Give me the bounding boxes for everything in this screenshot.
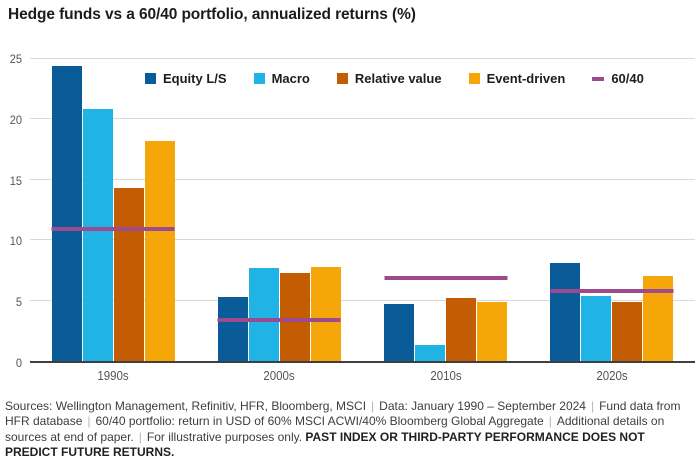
legend-swatch-icon-event-driven	[468, 73, 480, 84]
plot-area: Equity L/S Macro Relative value Event-drive…	[30, 58, 695, 363]
bar-relative-value-2000s	[279, 272, 310, 361]
legend-item-relative-value: Relative value	[336, 71, 442, 86]
bar-macro-2020s	[581, 295, 612, 361]
bar-relative-value-2010s	[446, 298, 477, 361]
footer-segment: Data: January 1990 – September 2024	[379, 399, 586, 413]
legend-item-60-40: 60/40	[592, 71, 644, 86]
footer-segment: For illustrative purposes only.	[146, 429, 306, 444]
legend: Equity L/S Macro Relative value Event-drive…	[145, 71, 644, 86]
legend-dash-icon-60-40	[592, 76, 605, 81]
legend-label-event-driven: Event-driven	[486, 71, 566, 86]
gridline-20	[30, 118, 695, 120]
y-tick-15: 15	[9, 173, 22, 188]
legend-swatch-icon-macro	[253, 73, 265, 84]
footer-segment: Fund data from HFR database	[5, 399, 681, 429]
bar-group-1990s	[30, 59, 196, 361]
footer-separator: |	[87, 414, 91, 429]
legend-item-event-driven: Event-driven	[468, 71, 566, 86]
x-tick-2020s: 2020s	[596, 369, 628, 383]
marker-60-40-2010s	[384, 275, 508, 280]
bar-relative-value-1990s	[113, 188, 144, 361]
source-note: Sources: Wellington Management, Refiniti…	[5, 399, 696, 460]
bar-macro-2010s	[415, 345, 446, 361]
y-tick-25: 25	[9, 52, 22, 66]
footer-segment: Sources: Wellington Management, Refiniti…	[5, 399, 367, 413]
bar-relative-value-2020s	[612, 301, 643, 361]
bar-group-2020s	[529, 59, 695, 361]
bar-group-2000s	[196, 59, 362, 361]
bar-event-driven-2010s	[477, 301, 508, 361]
footer-segment: Additional details on sources at end of …	[5, 414, 665, 444]
bar-equity-l-s-2010s	[384, 304, 415, 361]
bar-equity-l-s-1990s	[51, 66, 82, 361]
marker-60-40-2020s	[550, 288, 674, 293]
gridline-15	[30, 178, 695, 180]
bar-event-driven-1990s	[144, 141, 175, 361]
bar-macro-2000s	[248, 267, 279, 361]
footer-separator: |	[138, 429, 142, 444]
legend-label-relative-value: Relative value	[354, 71, 442, 86]
bar-event-driven-2000s	[310, 266, 341, 361]
x-tick-2000s: 2000s	[263, 369, 296, 383]
footer-segment: 60/40 portfolio: return in USD of 60% MS…	[95, 414, 544, 429]
legend-swatch-icon-equity-l-s	[145, 73, 156, 84]
marker-60-40-1990s	[51, 227, 175, 232]
legend-swatch-icon-relative-value	[336, 73, 348, 84]
y-tick-10: 10	[9, 234, 22, 249]
footer-separator: |	[590, 399, 595, 413]
x-tick-2010s: 2010s	[429, 369, 462, 383]
y-tick-5: 5	[15, 295, 22, 310]
footer-disclaimer-bold: PAST INDEX OR THIRD-PARTY PERFORMANCE DO…	[5, 429, 645, 460]
legend-item-equity-l-s: Equity L/S	[145, 71, 227, 86]
gridline-5	[30, 299, 695, 301]
y-tick-20: 20	[9, 112, 22, 127]
legend-label-60-40: 60/40	[611, 71, 644, 86]
gridline-10	[30, 239, 695, 241]
footer-separator: |	[548, 414, 552, 429]
x-tick-1990s: 1990s	[97, 369, 129, 383]
bar-group-2010s	[363, 59, 529, 361]
legend-label-macro: Macro	[271, 71, 310, 86]
chart-title: Hedge funds vs a 60/40 portfolio, annual…	[8, 6, 416, 23]
x-axis-labels: 1990s 2000s 2010s 2020s	[30, 369, 695, 387]
bar-groups	[30, 59, 695, 361]
bar-equity-l-s-2000s	[217, 296, 248, 361]
gridline-25	[30, 58, 695, 59]
legend-label-equity-l-s: Equity L/S	[163, 71, 227, 86]
footer-separator: |	[371, 399, 375, 413]
marker-60-40-2000s	[217, 317, 341, 322]
bar-equity-l-s-2020s	[550, 263, 581, 361]
bar-macro-1990s	[82, 108, 113, 361]
legend-item-macro: Macro	[253, 71, 310, 86]
bar-chart: Equity L/S Macro Relative value Event-drive…	[0, 52, 700, 370]
y-tick-0: 0	[15, 356, 22, 370]
